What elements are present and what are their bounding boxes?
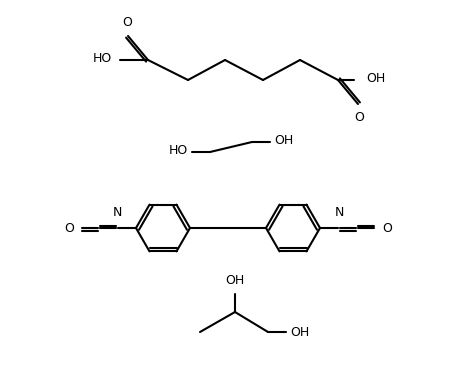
- Text: O: O: [64, 222, 74, 234]
- Text: N: N: [334, 206, 344, 219]
- Text: O: O: [354, 111, 364, 124]
- Text: HO: HO: [93, 52, 112, 65]
- Text: O: O: [122, 16, 132, 29]
- Text: N: N: [112, 206, 122, 219]
- Text: OH: OH: [290, 326, 309, 339]
- Text: OH: OH: [366, 73, 385, 86]
- Text: O: O: [382, 222, 392, 234]
- Text: OH: OH: [274, 135, 293, 147]
- Text: OH: OH: [225, 274, 245, 287]
- Text: HO: HO: [169, 144, 188, 157]
